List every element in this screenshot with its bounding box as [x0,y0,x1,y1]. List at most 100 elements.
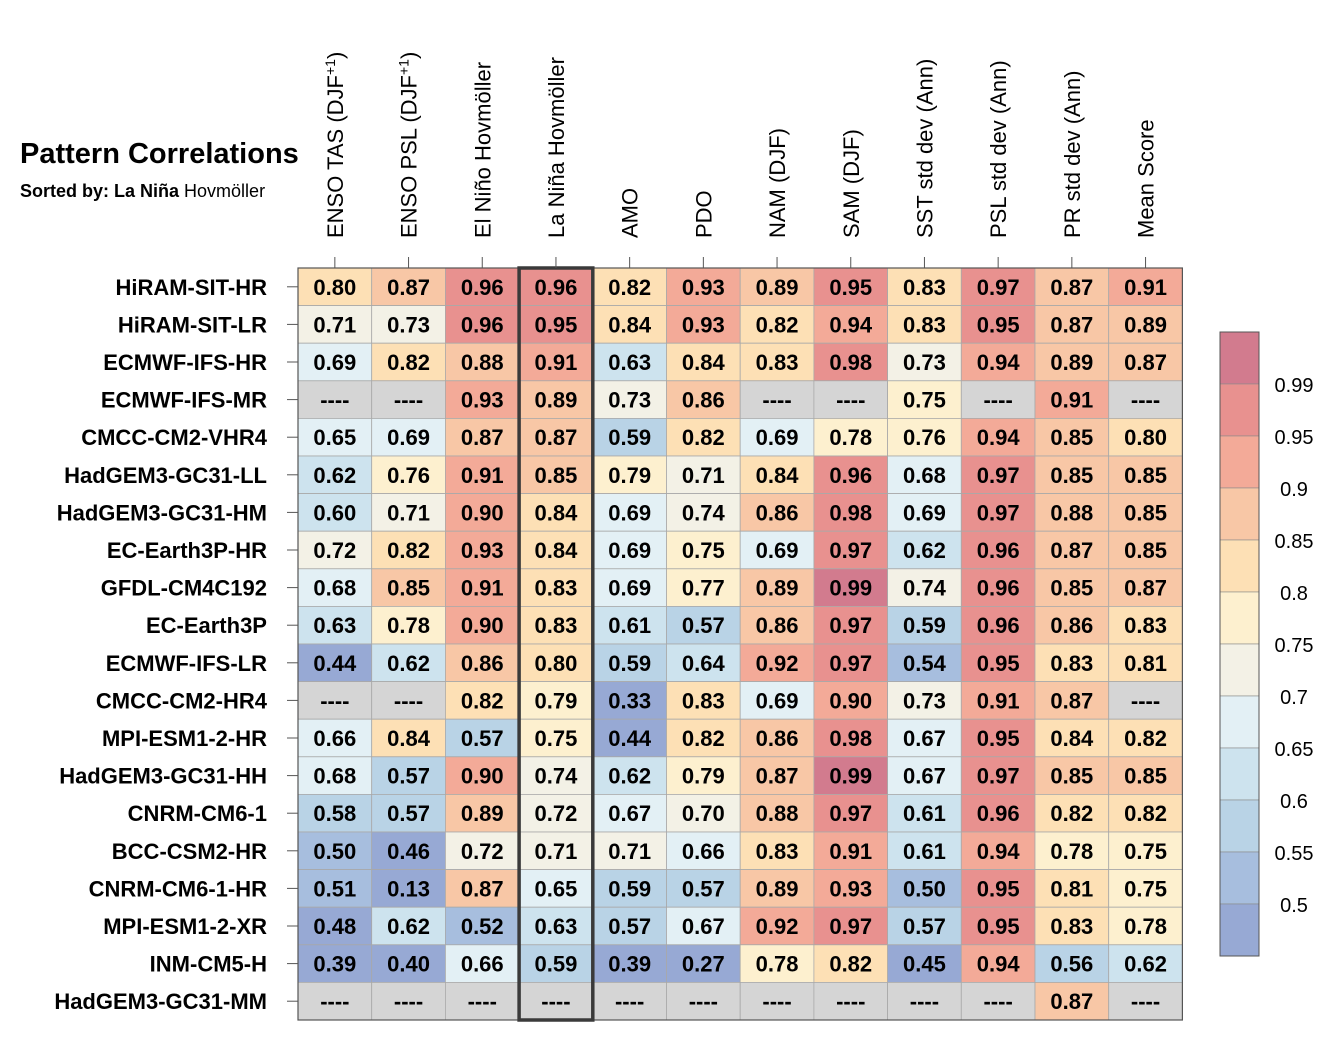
cell-value: 0.91 [461,463,504,488]
heatmap-cell [813,342,889,382]
heatmap-cell [813,455,889,494]
row-label: MPI-ESM1-2-HR [102,726,267,751]
cell-value: 0.97 [977,764,1020,789]
heatmap-cell [1034,417,1110,457]
cell-value: 0.73 [903,350,946,375]
heatmap-cell [666,493,741,532]
cell-value: 0.57 [387,764,430,789]
cell-value: 0.62 [1124,952,1167,977]
row-label: CNRM-CM6-1 [128,801,267,826]
cell-value: 0.83 [1050,914,1093,939]
cell-value: 0.89 [535,388,578,413]
cell-value: 0.97 [829,613,872,638]
heatmap-cell [592,455,667,494]
heatmap-cell [666,342,741,382]
row-label: ECMWF-IFS-HR [103,350,267,375]
heatmap-cell [1108,906,1183,946]
cell-value: 0.71 [535,839,578,864]
cell-value: 0.39 [313,952,356,977]
cell-value: ---- [320,989,349,1014]
heatmap-cell [371,831,446,870]
heatmap-cell [1034,718,1110,758]
row-label: BCC-CSM2-HR [112,839,267,864]
heatmap-cell [1108,718,1183,758]
colorbar-swatch [1219,695,1260,749]
cell-value: ---- [320,688,349,713]
cell-value: 0.61 [608,613,651,638]
cell-value: 0.93 [682,312,725,337]
cell-value: ---- [1131,989,1160,1014]
heatmap-cell [1108,869,1183,908]
cell-value: 0.83 [756,350,799,375]
cell-value: ---- [394,688,423,713]
heatmap-cell [1034,982,1110,1021]
cell-value: 0.98 [829,726,872,751]
cell-value: 0.73 [608,388,651,413]
heatmap-cell [444,831,520,870]
heatmap-cell [739,794,815,833]
cell-value: 0.78 [756,952,799,977]
cell-value: ---- [1131,688,1160,713]
cell-value: 0.85 [1050,576,1093,601]
heatmap-cell [592,305,667,344]
heatmap-cell [1034,267,1110,306]
chart-subtitle: Sorted by: La Niña Hovmöller [20,181,265,202]
cell-value: 0.57 [682,876,725,901]
cell-value: 0.87 [1050,688,1093,713]
cell-value: 0.85 [535,463,578,488]
cell-value: 0.75 [1124,839,1167,864]
cell-value: 0.97 [829,651,872,676]
cell-value: 0.50 [903,876,946,901]
cell-value: 0.85 [1124,764,1167,789]
heatmap-cell [960,568,1036,607]
heatmap-cell [592,831,667,870]
heatmap-cell [297,643,373,682]
cell-value: 0.96 [977,576,1020,601]
cell-value: 0.85 [1124,538,1167,563]
cell-value: 0.87 [1050,312,1093,337]
cell-value: 0.82 [682,425,725,450]
heatmap-cell [960,606,1036,645]
heatmap-cell [592,417,667,457]
heatmap-cell [1034,681,1110,720]
cell-value: 0.46 [387,839,430,864]
heatmap-cell [666,944,741,983]
cell-value: 0.65 [535,876,578,901]
cell-value: 0.88 [1050,500,1093,525]
heatmap-cell [371,305,446,344]
heatmap-cell [887,831,962,870]
cell-value: 0.94 [977,350,1021,375]
cell-value: 0.69 [756,538,799,563]
cell-value: 0.82 [387,350,430,375]
cell-value: 0.93 [829,876,872,901]
cell-value: 0.97 [977,463,1020,488]
cell-value: 0.78 [1050,839,1093,864]
cell-value: 0.96 [535,275,578,300]
cell-value: 0.13 [387,876,430,901]
heatmap-cell [887,982,962,1021]
cell-value: 0.89 [1050,350,1093,375]
cell-value: 0.91 [829,839,872,864]
column-label: AMO [618,188,643,238]
heatmap-cell [444,982,520,1021]
heatmap-cell [592,794,667,833]
heatmap-cell [666,643,741,682]
cell-value: 0.73 [387,312,430,337]
cell-value: 0.44 [608,726,652,751]
cell-value: 0.84 [756,463,800,488]
cell-value: 0.84 [535,538,579,563]
heatmap-cell [518,568,594,607]
heatmap-cell [960,681,1036,720]
heatmap-cell [739,417,815,457]
cell-value: 0.71 [682,463,725,488]
heatmap-cell [666,455,741,494]
heatmap-cell [887,906,962,946]
cell-value: 0.81 [1050,876,1093,901]
cell-value: 0.85 [1050,463,1093,488]
cell-value: ---- [983,989,1012,1014]
heatmap-cell [666,756,741,795]
cell-value: 0.81 [1124,651,1167,676]
heatmap-cell [371,681,446,720]
heatmap-cell [444,794,520,833]
colorbar-swatch [1219,331,1260,385]
